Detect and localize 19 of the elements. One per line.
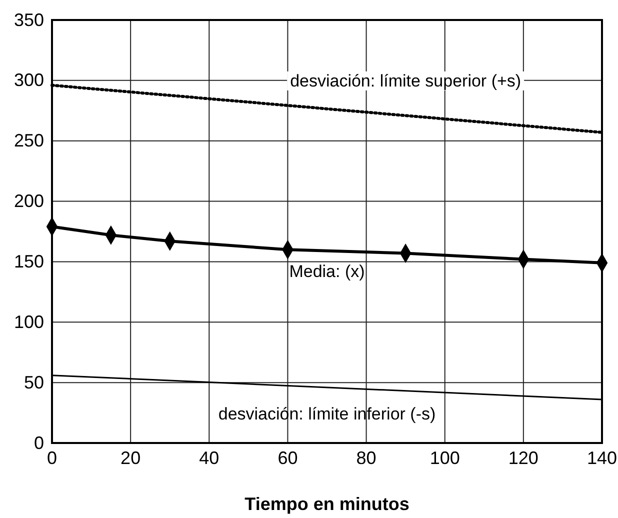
- series-label: desviación: límite superior (+s): [290, 71, 522, 90]
- y-tick-label: 50: [24, 372, 44, 392]
- x-tick-label: 80: [356, 448, 376, 468]
- x-tick-label: 60: [278, 448, 298, 468]
- y-tick-label: 300: [14, 70, 44, 90]
- y-tick-label: 0: [34, 432, 44, 453]
- x-tick-label: 140: [586, 448, 618, 468]
- y-tick-label: 150: [14, 251, 44, 272]
- y-tick-label: 350: [14, 10, 44, 30]
- y-tick-label: 100: [14, 312, 44, 332]
- x-axis-title: Tiempo en minutos: [244, 494, 410, 514]
- series-label: Media: (x): [289, 262, 365, 281]
- x-tick-label: 120: [508, 448, 538, 468]
- x-tick-label: 20: [120, 448, 141, 468]
- x-tick-label: 40: [199, 448, 220, 468]
- y-tick-label: 250: [14, 130, 44, 151]
- y-tick-label: 200: [14, 191, 44, 212]
- x-tick-label: 0: [46, 448, 58, 468]
- x-tick-label: 100: [430, 448, 460, 468]
